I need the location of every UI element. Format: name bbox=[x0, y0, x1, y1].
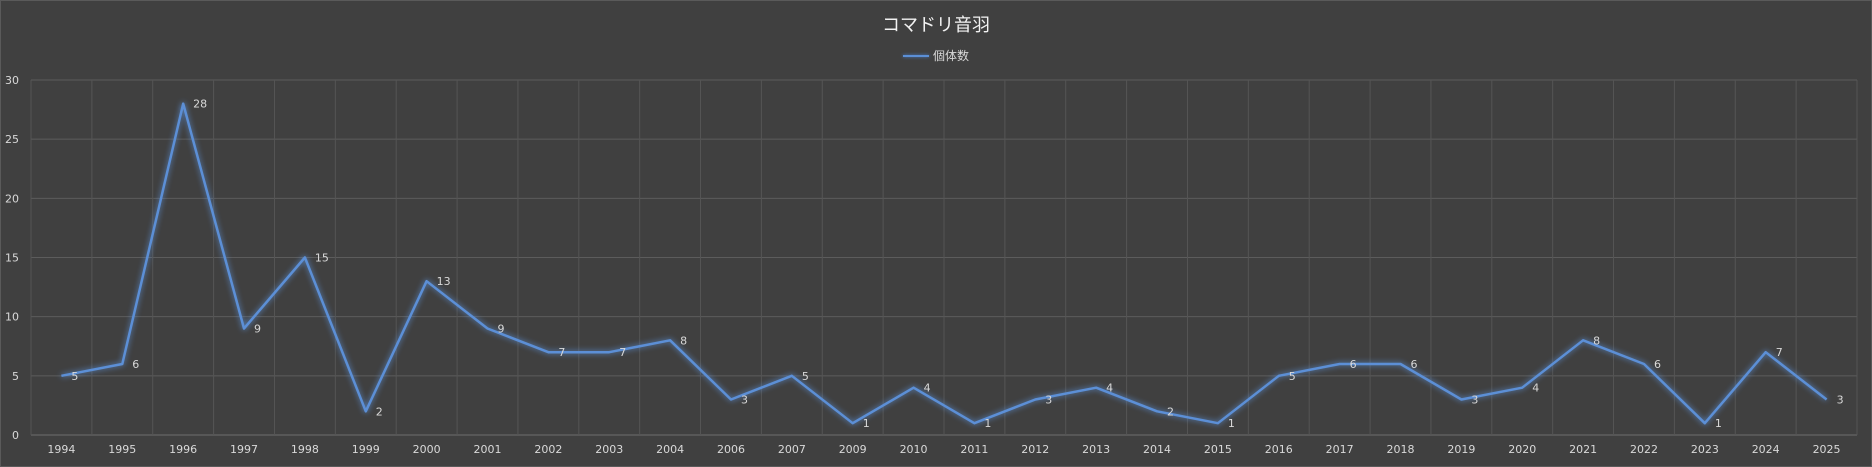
x-tick-label: 1995 bbox=[108, 443, 136, 456]
data-label: 6 bbox=[1411, 358, 1418, 371]
series-line bbox=[61, 102, 1828, 425]
data-label: 4 bbox=[924, 382, 931, 395]
x-tick-label: 2002 bbox=[534, 443, 562, 456]
data-label: 2 bbox=[376, 405, 383, 418]
data-label: 8 bbox=[680, 334, 687, 347]
data-label: 5 bbox=[71, 370, 78, 383]
x-tick-label: 2009 bbox=[839, 443, 867, 456]
x-tick-label: 2011 bbox=[960, 443, 988, 456]
x-tick-label: 2017 bbox=[1326, 443, 1354, 456]
data-label: 28 bbox=[193, 98, 207, 111]
data-label: 4 bbox=[1106, 382, 1113, 395]
data-label: 7 bbox=[558, 346, 565, 359]
data-label: 3 bbox=[1837, 394, 1844, 407]
x-tick-label: 1997 bbox=[230, 443, 258, 456]
x-tick-label: 1996 bbox=[169, 443, 197, 456]
x-tick-label: 2006 bbox=[717, 443, 745, 456]
legend-label: 個体数 bbox=[932, 49, 969, 63]
x-tick-label: 1998 bbox=[291, 443, 319, 456]
data-label: 15 bbox=[315, 252, 329, 265]
data-label: 5 bbox=[1289, 370, 1296, 383]
data-label: 6 bbox=[132, 358, 139, 371]
data-label: 6 bbox=[1654, 358, 1661, 371]
x-tick-label: 2001 bbox=[474, 443, 502, 456]
legend-line-swatch bbox=[902, 54, 929, 57]
x-tick-label: 1999 bbox=[352, 443, 380, 456]
x-tick-label: 2019 bbox=[1447, 443, 1475, 456]
data-label: 8 bbox=[1593, 334, 1600, 347]
series-layer bbox=[61, 102, 1828, 425]
data-label: 9 bbox=[498, 323, 505, 336]
y-tick-label: 0 bbox=[12, 429, 19, 442]
data-label: 3 bbox=[741, 394, 748, 407]
x-tick-label: 2007 bbox=[778, 443, 806, 456]
legend: 個体数 bbox=[0, 47, 1872, 64]
x-tick-label: 2003 bbox=[595, 443, 623, 456]
x-tick-label: 2018 bbox=[1387, 443, 1415, 456]
x-tick-label: 2012 bbox=[1021, 443, 1049, 456]
x-tick-label: 2004 bbox=[656, 443, 684, 456]
data-label: 5 bbox=[802, 370, 809, 383]
y-tick-label: 25 bbox=[5, 133, 19, 146]
x-tick-label: 2014 bbox=[1143, 443, 1171, 456]
x-tick-label: 2013 bbox=[1082, 443, 1110, 456]
data-label: 1 bbox=[984, 417, 991, 430]
y-tick-label: 30 bbox=[5, 74, 19, 87]
data-label: 1 bbox=[863, 417, 870, 430]
y-tick-label: 5 bbox=[12, 370, 19, 383]
x-tick-label: 2015 bbox=[1204, 443, 1232, 456]
data-label: 3 bbox=[1045, 394, 1052, 407]
data-label: 6 bbox=[1350, 358, 1357, 371]
data-label: 1 bbox=[1228, 417, 1235, 430]
x-tick-label: 2022 bbox=[1630, 443, 1658, 456]
y-tick-label: 20 bbox=[5, 192, 19, 205]
data-label: 4 bbox=[1532, 382, 1539, 395]
x-tick-label: 1994 bbox=[47, 443, 75, 456]
data-label: 7 bbox=[619, 346, 626, 359]
x-tick-label: 2025 bbox=[1813, 443, 1841, 456]
x-tick-label: 2000 bbox=[413, 443, 441, 456]
data-label: 9 bbox=[254, 323, 261, 336]
data-label: 13 bbox=[437, 275, 451, 288]
y-tick-label: 10 bbox=[5, 311, 19, 324]
y-tick-label: 15 bbox=[5, 252, 19, 265]
x-tick-label: 2010 bbox=[900, 443, 928, 456]
x-tick-label: 2016 bbox=[1265, 443, 1293, 456]
x-tick-label: 2024 bbox=[1752, 443, 1780, 456]
x-tick-label: 2023 bbox=[1691, 443, 1719, 456]
x-tick-label: 2020 bbox=[1508, 443, 1536, 456]
data-label: 1 bbox=[1715, 417, 1722, 430]
data-label: 7 bbox=[1776, 346, 1783, 359]
data-label: 3 bbox=[1471, 394, 1478, 407]
gridlines bbox=[30, 79, 1858, 436]
chart-title: コマドリ音羽 bbox=[882, 15, 990, 36]
x-tick-label: 2021 bbox=[1569, 443, 1597, 456]
data-label: 2 bbox=[1167, 405, 1174, 418]
